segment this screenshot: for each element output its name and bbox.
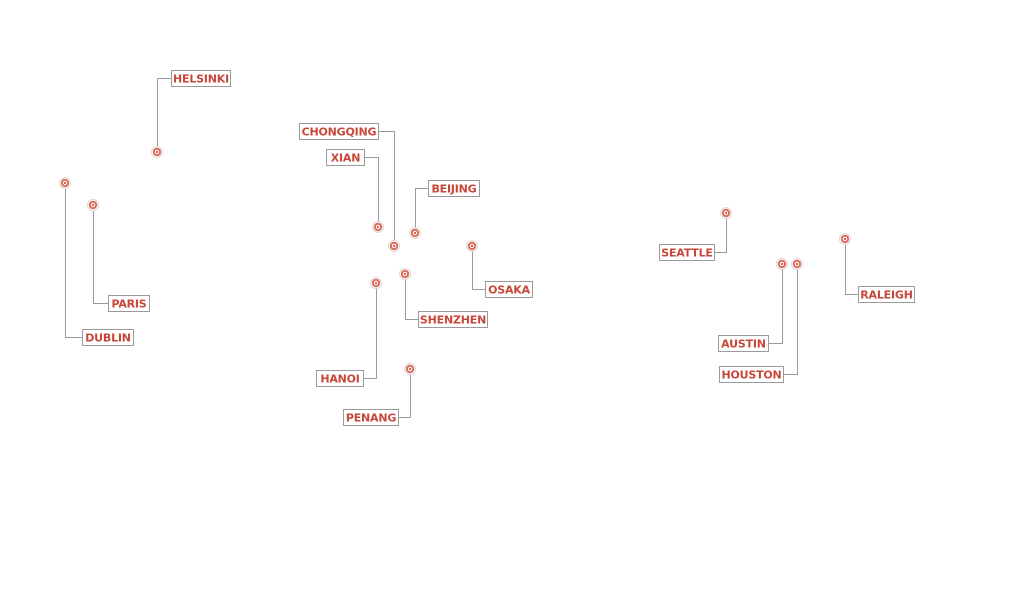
- label-xian[interactable]: XIAN: [326, 149, 365, 166]
- city-name: SEATTLE: [661, 247, 712, 260]
- pin-dot: [724, 211, 728, 215]
- leader-lines: [65, 78, 859, 418]
- city-name: DUBLIN: [85, 332, 131, 345]
- city-name: RALEIGH: [860, 289, 912, 302]
- leader-line-dublin: [65, 183, 83, 338]
- city-name: HOUSTON: [721, 369, 781, 382]
- pin-osaka[interactable]: [466, 240, 478, 252]
- label-box: [343, 409, 399, 426]
- label-box: [108, 295, 150, 312]
- leader-line-helsinki: [157, 78, 172, 153]
- label-austin[interactable]: AUSTIN: [718, 335, 769, 352]
- pin-dot: [413, 231, 417, 235]
- city-name: PARIS: [111, 298, 146, 311]
- pin-dot: [403, 272, 407, 276]
- label-box: [485, 281, 533, 298]
- city-name: BEIJING: [431, 183, 476, 196]
- city-name: CHONGQING: [302, 126, 377, 139]
- pin-beijing[interactable]: [409, 227, 421, 239]
- city-name: HANOI: [320, 373, 359, 386]
- pin-dot: [376, 225, 380, 229]
- city-name: PENANG: [346, 412, 397, 425]
- pin-dot: [408, 367, 412, 371]
- pin-dublin[interactable]: [59, 177, 71, 189]
- location-labels: HELSINKI DUBLIN PARIS CHONGQING XIAN BEIJING O…: [82, 70, 915, 426]
- pin-houston[interactable]: [791, 258, 803, 270]
- label-hanoi[interactable]: HANOI: [316, 370, 364, 387]
- leader-line-paris: [93, 205, 109, 304]
- label-box: [719, 366, 784, 383]
- label-box: [82, 329, 134, 346]
- label-box: [316, 370, 364, 387]
- pin-austin[interactable]: [776, 258, 788, 270]
- leader-line-penang: [398, 369, 411, 418]
- label-box: [418, 311, 488, 328]
- label-box: [326, 149, 365, 166]
- label-beijing[interactable]: BEIJING: [428, 180, 480, 197]
- city-name: OSAKA: [488, 284, 531, 297]
- label-raleigh[interactable]: RALEIGH: [858, 286, 915, 303]
- label-houston[interactable]: HOUSTON: [719, 366, 784, 383]
- pin-helsinki[interactable]: [151, 146, 163, 158]
- leader-line-beijing: [415, 188, 429, 234]
- city-name: XIAN: [331, 152, 361, 165]
- label-box: [659, 244, 715, 261]
- leader-line-austin: [768, 264, 783, 344]
- label-chongqing[interactable]: CHONGQING: [299, 123, 379, 140]
- city-name: AUSTIN: [721, 338, 766, 351]
- label-box: [428, 180, 480, 197]
- pin-shenzhen[interactable]: [399, 268, 411, 280]
- pin-dot: [91, 203, 95, 207]
- pin-penang[interactable]: [404, 363, 416, 375]
- pin-chongqing[interactable]: [388, 240, 400, 252]
- pin-dot: [780, 262, 784, 266]
- label-seattle[interactable]: SEATTLE: [659, 244, 715, 261]
- label-box: [299, 123, 379, 140]
- leader-line-osaka: [472, 246, 486, 290]
- leader-line-seattle: [714, 213, 727, 253]
- pin-xian[interactable]: [372, 221, 384, 233]
- label-helsinki[interactable]: HELSINKI: [171, 70, 231, 87]
- pin-dot: [155, 150, 159, 154]
- leader-line-hanoi: [363, 283, 377, 379]
- pin-dot: [470, 244, 474, 248]
- leader-line-shenzhen: [405, 274, 419, 320]
- label-dublin[interactable]: DUBLIN: [82, 329, 134, 346]
- pin-raleigh[interactable]: [839, 233, 851, 245]
- label-box: [171, 70, 231, 87]
- pin-dot: [843, 237, 847, 241]
- label-osaka[interactable]: OSAKA: [485, 281, 533, 298]
- label-box: [718, 335, 769, 352]
- pin-dot: [63, 181, 67, 185]
- pin-hanoi[interactable]: [370, 277, 382, 289]
- pin-paris[interactable]: [87, 199, 99, 211]
- leader-line-chongqing: [378, 131, 395, 247]
- location-pins: [59, 146, 851, 375]
- label-shenzhen[interactable]: SHENZHEN: [418, 311, 488, 328]
- label-box: [858, 286, 915, 303]
- pin-seattle[interactable]: [720, 207, 732, 219]
- leader-line-houston: [783, 264, 798, 375]
- pin-dot: [374, 281, 378, 285]
- city-name: SHENZHEN: [420, 314, 486, 327]
- label-penang[interactable]: PENANG: [343, 409, 399, 426]
- label-paris[interactable]: PARIS: [108, 295, 150, 312]
- leader-line-xian: [364, 157, 379, 228]
- city-name: HELSINKI: [173, 73, 229, 86]
- leader-line-raleigh: [845, 239, 859, 295]
- pin-dot: [392, 244, 396, 248]
- pin-dot: [795, 262, 799, 266]
